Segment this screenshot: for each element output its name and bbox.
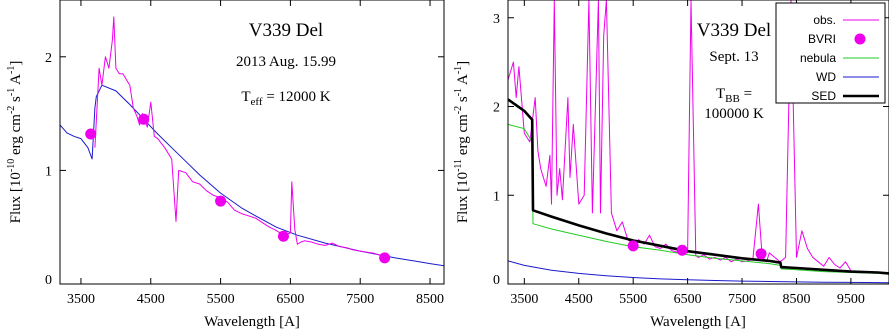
left-x-tick-label: 7500 [346, 292, 374, 307]
right-y-tick-label: 3 [493, 12, 500, 27]
left-x-tick-label: 4500 [137, 292, 165, 307]
right-object-title: V339 Del [697, 20, 771, 41]
legend: obs. BVRI nebula WD SED [775, 2, 886, 104]
right-ticks-group: 3500 4500 5500 6500 7500 8500 9500 0 1 2 3 [493, 0, 889, 307]
left-date-label: 2013 Aug. 15.99 [236, 54, 336, 70]
left-x-tick-label: 8500 [416, 292, 444, 307]
right-y-tick-label: 2 [493, 101, 500, 116]
right-x-tick-label: 9500 [837, 292, 865, 307]
left-x-tick-label: 6500 [276, 292, 304, 307]
right-y-tick-label: 0 [493, 273, 500, 288]
left-y-tick-label: 1 [45, 164, 52, 179]
panel-right: 3500 4500 5500 6500 7500 8500 9500 0 1 2 3 V339 De… [453, 0, 889, 330]
panel-left: 3500 4500 5500 6500 7500 8500 0 1 2 V339 Del 201… [6, 0, 445, 330]
right-x-tick-label: 8500 [782, 292, 810, 307]
left-y-tick-label: 0 [45, 273, 52, 288]
left-teff-label: Teff = 12000 K [241, 89, 330, 108]
legend-label-sed: SED [811, 89, 836, 103]
right-date-label: Sept. 13 [709, 49, 758, 65]
right-plot-frame [507, 0, 889, 285]
right-series-nebula [508, 123, 889, 275]
left-object-title: V339 Del [249, 20, 323, 41]
legend-label-wd: WD [816, 70, 836, 84]
left-points-group [85, 113, 391, 264]
right-points-group [627, 240, 767, 260]
left-plot-frame [59, 0, 445, 285]
right-x-tick-label: 6500 [674, 292, 702, 307]
right-bvri-point [627, 240, 639, 252]
left-x-axis-label: Wavelength [A] [204, 314, 300, 330]
left-bvri-point [277, 230, 289, 242]
right-series-wd [508, 260, 889, 284]
left-bvri-point [379, 252, 391, 264]
legend-label-obs: obs. [813, 13, 836, 27]
left-y-tick-label: 2 [45, 51, 52, 66]
right-x-axis-label: Wavelength [A] [650, 314, 746, 330]
left-x-tick-label: 5500 [207, 292, 235, 307]
right-bvri-point [676, 244, 688, 256]
right-x-tick-label: 4500 [565, 292, 593, 307]
right-series-group [508, 0, 889, 284]
right-y-tick-label: 1 [493, 189, 500, 204]
left-bvri-point [215, 195, 227, 207]
left-bvri-point [85, 128, 97, 140]
right-y-axis-label: Flux [10-11 erg cm-2 s-1 A-1] [453, 61, 471, 223]
legend-marker-bvri [854, 33, 866, 45]
left-series-observed [94, 16, 389, 258]
right-tbb-value: 100000 K [704, 106, 764, 122]
right-series-sed [508, 98, 889, 275]
right-x-tick-label: 7500 [728, 292, 756, 307]
right-x-tick-label: 5500 [619, 292, 647, 307]
left-series-group [60, 16, 444, 267]
right-bvri-point [755, 248, 767, 260]
left-bvri-point [138, 113, 150, 125]
right-x-tick-label: 3500 [510, 292, 538, 307]
right-tbb-label: TBB = [716, 86, 752, 105]
left-x-tick-label: 3500 [67, 292, 95, 307]
left-ticks-group: 3500 4500 5500 6500 7500 8500 0 1 2 [45, 0, 444, 307]
left-y-axis-label: Flux [10-10 erg cm-2 s-1 A-1] [6, 61, 24, 224]
left-series-model [60, 84, 444, 267]
legend-label-nebula: nebula [800, 51, 836, 65]
legend-label-bvri: BVRI [808, 32, 836, 46]
